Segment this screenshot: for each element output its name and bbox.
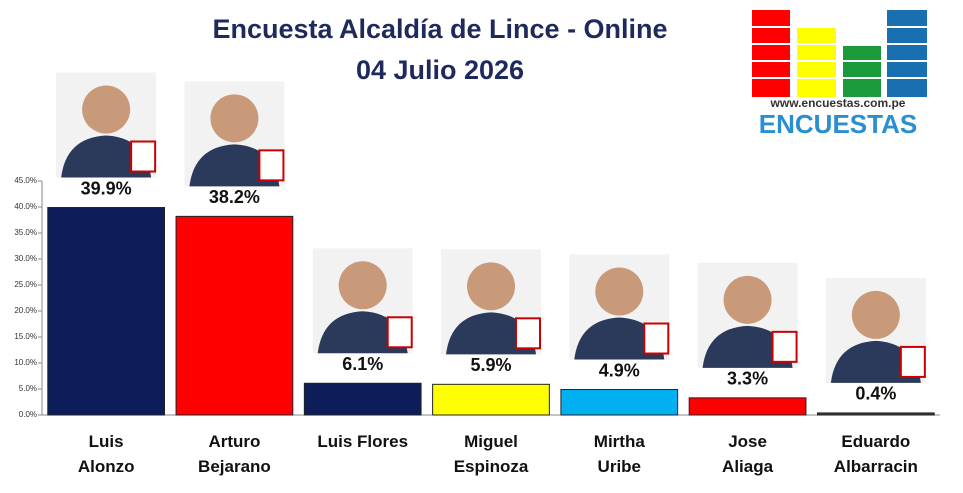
logo-name: ENCUESTAS bbox=[759, 109, 917, 139]
photo-head bbox=[338, 261, 387, 310]
candidate-photo bbox=[825, 277, 926, 383]
y-tick-label: 25.0% bbox=[14, 280, 37, 289]
bar bbox=[816, 412, 935, 416]
logo-url: www.encuestas.com.pe bbox=[770, 96, 906, 110]
y-tick-label: 40.0% bbox=[14, 202, 37, 211]
x-tick-label: Arturo Bejarano bbox=[198, 432, 271, 476]
photo-body bbox=[830, 340, 921, 383]
value-label: 39.9% bbox=[81, 178, 132, 198]
logo: www.encuestas.com.pe ENCUESTAS bbox=[750, 10, 930, 139]
candidate-photo bbox=[697, 262, 798, 368]
photo-body bbox=[61, 135, 152, 178]
y-tick-label: 0.0% bbox=[19, 410, 37, 419]
party-logo bbox=[515, 317, 541, 350]
chart-title: Encuesta Alcaldía de Lince - Online bbox=[212, 14, 668, 44]
y-tick-label: 15.0% bbox=[14, 332, 37, 341]
party-logo bbox=[386, 316, 413, 349]
x-tick-label: Eduardo Albarracin bbox=[833, 432, 918, 476]
y-tick-label: 20.0% bbox=[14, 306, 37, 315]
photo-head bbox=[210, 94, 259, 143]
photo-body bbox=[446, 312, 536, 355]
photo-body bbox=[317, 311, 408, 354]
bar bbox=[432, 383, 550, 416]
photo-body bbox=[189, 144, 280, 187]
value-label: 4.9% bbox=[599, 360, 640, 380]
photo-head bbox=[82, 85, 131, 134]
x-tick-label: Luis Alonzo bbox=[77, 432, 135, 476]
value-label: 0.4% bbox=[855, 384, 896, 404]
party-logo bbox=[130, 140, 157, 173]
value-label: 6.1% bbox=[342, 354, 383, 374]
photo-head bbox=[595, 267, 644, 316]
y-tick-label: 35.0% bbox=[14, 228, 37, 237]
party-logo bbox=[643, 322, 670, 355]
bar bbox=[47, 207, 166, 416]
candidate-photo bbox=[184, 81, 285, 187]
chart-subtitle: 04 Julio 2026 bbox=[355, 55, 525, 85]
photo-head bbox=[851, 290, 900, 339]
photo-body bbox=[574, 317, 665, 360]
bar bbox=[560, 389, 679, 416]
bar bbox=[175, 215, 294, 416]
value-label: 38.2% bbox=[209, 187, 260, 207]
y-tick-label: 30.0% bbox=[14, 254, 37, 263]
photo-body bbox=[702, 325, 793, 368]
photo-head bbox=[723, 275, 772, 324]
candidate-photo bbox=[56, 72, 157, 178]
candidate-photo bbox=[441, 249, 541, 355]
candidate-photo bbox=[312, 248, 413, 354]
value-label: 5.9% bbox=[470, 355, 511, 375]
y-tick-label: 5.0% bbox=[19, 384, 37, 393]
bar bbox=[688, 397, 807, 416]
x-tick-label: Jose Aliaga bbox=[722, 432, 774, 476]
party-logo bbox=[899, 345, 926, 378]
x-tick-label: Miguel Espinoza bbox=[453, 432, 529, 476]
party-logo bbox=[771, 330, 798, 363]
photo-head bbox=[467, 262, 515, 311]
party-logo bbox=[258, 149, 285, 182]
x-tick-label: Mirtha Uribe bbox=[593, 432, 645, 476]
y-tick-label: 45.0% bbox=[14, 176, 37, 185]
candidate-photo bbox=[569, 254, 670, 360]
value-label: 3.3% bbox=[727, 369, 768, 389]
bar bbox=[303, 382, 422, 416]
x-tick-label: Luis Flores bbox=[317, 432, 409, 451]
y-tick-label: 10.0% bbox=[14, 358, 37, 367]
